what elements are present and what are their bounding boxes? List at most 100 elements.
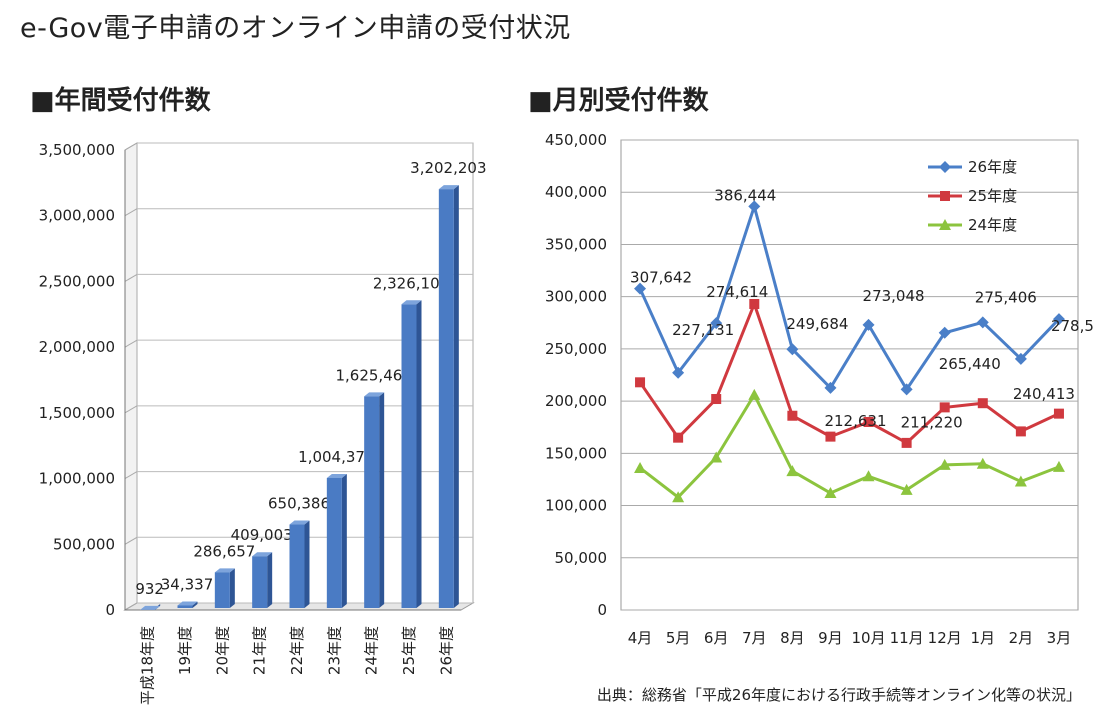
data-label: 227,131 — [672, 321, 734, 339]
x-tick-label: 10月 — [851, 629, 885, 647]
point-marker — [711, 394, 722, 405]
point-marker — [976, 457, 989, 469]
bar — [214, 572, 230, 608]
x-tick-label: 8月 — [780, 629, 805, 647]
point-marker — [634, 461, 647, 473]
gridline-diag — [124, 273, 138, 282]
point-marker — [938, 458, 951, 470]
point-marker — [786, 343, 799, 356]
bar — [438, 189, 454, 608]
data-label: 1,625,464 — [335, 366, 411, 384]
point-marker — [787, 410, 798, 421]
y-tick-label: 0 — [597, 601, 607, 619]
point-marker — [710, 317, 723, 330]
x-tick-label: 21年度 — [251, 626, 269, 675]
bar-top — [326, 473, 347, 478]
bar-side — [229, 568, 235, 608]
bar-top — [401, 300, 422, 305]
y-tick-label: 500,000 — [53, 535, 115, 553]
x-tick-label: 24年度 — [363, 626, 381, 675]
plot-area — [620, 139, 1079, 611]
x-tick-label: 26年度 — [437, 626, 455, 675]
data-label: 212,631 — [824, 412, 886, 430]
point-marker — [900, 383, 913, 396]
bar-side — [304, 520, 310, 608]
series-line-26年度 — [638, 201, 1061, 393]
series-line-24年度 — [639, 391, 1060, 500]
point-marker — [1014, 475, 1027, 487]
point-marker — [1052, 460, 1065, 472]
bar-top — [289, 520, 310, 525]
x-tick-label: 11月 — [890, 629, 924, 647]
point-marker — [1053, 408, 1064, 419]
legend-marker — [939, 219, 951, 230]
point-marker — [672, 491, 685, 503]
y-tick-label: 100,000 — [545, 497, 607, 515]
legend-label: 25年度 — [968, 187, 1017, 205]
y-tick-label: 0 — [105, 601, 115, 619]
y-tick-label: 3,500,000 — [39, 141, 115, 159]
gridline-diag — [124, 536, 138, 545]
bar-side — [267, 552, 273, 608]
point-marker — [977, 398, 988, 409]
side-wall — [124, 142, 138, 611]
data-label: 650,386 — [268, 495, 330, 513]
x-tick-label: 5月 — [666, 629, 691, 647]
gridline-diag — [124, 208, 138, 217]
bar-side — [192, 601, 198, 608]
legend-label: 24年度 — [968, 216, 1017, 234]
y-tick-label: 450,000 — [545, 131, 607, 149]
data-label: 273,048 — [863, 287, 925, 305]
point-marker — [673, 432, 684, 443]
point-marker — [824, 487, 837, 499]
point-marker — [1052, 313, 1065, 326]
point-marker — [900, 483, 913, 495]
point-marker — [862, 318, 875, 331]
y-tick-label: 150,000 — [545, 444, 607, 462]
x-tick-label: 9月 — [818, 629, 843, 647]
y-tick-label: 350,000 — [545, 235, 607, 253]
data-label: 240,413 — [1013, 385, 1075, 403]
y-tick-label: 2,500,000 — [39, 272, 115, 290]
bar — [289, 524, 305, 608]
page-title: e-Gov電子申請のオンライン申請の受付状況 — [20, 13, 571, 44]
bar — [326, 477, 342, 608]
x-tick-label: 2月 — [1009, 629, 1034, 647]
x-tick-label: 平成18年度 — [139, 626, 157, 705]
point-marker — [672, 366, 685, 379]
bar-top — [364, 392, 385, 397]
point-marker — [1015, 426, 1026, 437]
bar-top — [214, 568, 235, 573]
y-tick-label: 400,000 — [545, 183, 607, 201]
gridline-diag — [124, 405, 138, 414]
x-tick-label: 20年度 — [213, 626, 231, 675]
point-marker — [786, 465, 799, 477]
point-marker — [939, 402, 950, 413]
bar-top — [140, 605, 161, 610]
bar — [177, 605, 193, 608]
data-label: 2,326,107 — [373, 274, 449, 292]
bar-side — [341, 473, 347, 608]
x-tick-label: 3月 — [1047, 629, 1072, 647]
point-marker — [825, 431, 836, 442]
x-tick-label: 25年度 — [400, 626, 418, 675]
y-tick-label: 200,000 — [545, 392, 607, 410]
data-label: 1,004,370 — [298, 448, 374, 466]
x-tick-label: 19年度 — [176, 626, 194, 675]
source-note: 出典：総務省「平成26年度における行政手続等オンライン化等の状況」 — [596, 686, 1081, 704]
bar-top — [252, 552, 273, 557]
x-tick-label: 12月 — [928, 629, 962, 647]
gridline-diag — [124, 471, 138, 480]
data-label: 932 — [135, 580, 164, 598]
gridline-diag — [124, 142, 138, 151]
y-tick-label: 1,500,000 — [39, 404, 115, 422]
legend-label: 26年度 — [968, 158, 1017, 176]
legend-marker — [939, 161, 951, 173]
gridline-diag — [124, 339, 138, 348]
bar — [252, 556, 268, 608]
point-marker — [1014, 352, 1027, 365]
x-tick-label: 22年度 — [288, 626, 306, 675]
x-tick-label: 23年度 — [325, 626, 343, 675]
bar-side — [453, 185, 459, 608]
point-marker — [748, 388, 761, 400]
